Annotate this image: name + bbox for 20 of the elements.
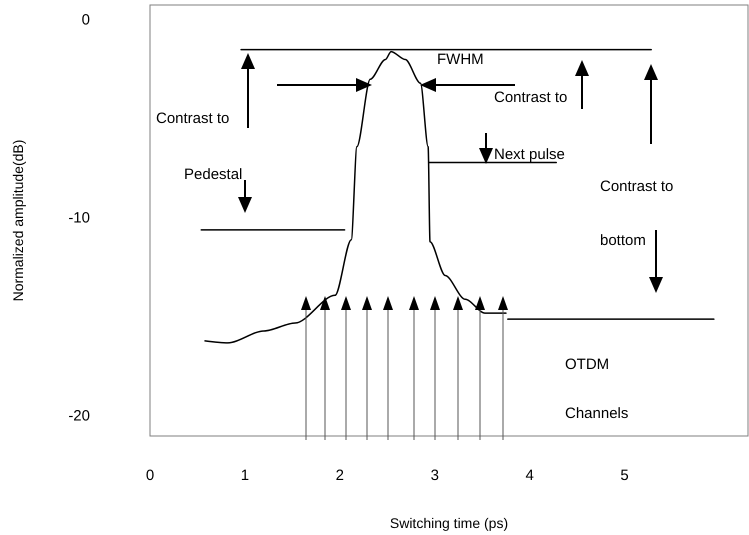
annotation: Channels [565, 404, 628, 422]
x-tick-label: 4 [526, 467, 534, 484]
x-axis-title: Switching time (ps) [390, 515, 508, 531]
annotation: Next pulse [494, 146, 565, 163]
x-tick-label: 0 [146, 467, 154, 484]
annotation: bottom [600, 232, 646, 249]
x-tick-label: 5 [620, 467, 629, 484]
annotation: Contrast to [156, 110, 230, 127]
x-tick-label: 2 [336, 467, 344, 484]
y-tick-label: -20 [68, 408, 90, 425]
x-tick-label: 3 [430, 467, 439, 484]
annotation: OTDM [565, 356, 610, 373]
annotation: Contrast to [494, 88, 568, 106]
annotation: FWHM [437, 50, 484, 68]
y-tick-label: -10 [68, 210, 90, 227]
y-tick-label: 0 [82, 11, 90, 28]
x-tick-label: 1 [240, 467, 250, 484]
y-axis-title: Normalized amplitude(dB) [10, 140, 26, 302]
annotation: Contrast to [600, 178, 674, 195]
annotation: Pedestal [184, 166, 242, 183]
